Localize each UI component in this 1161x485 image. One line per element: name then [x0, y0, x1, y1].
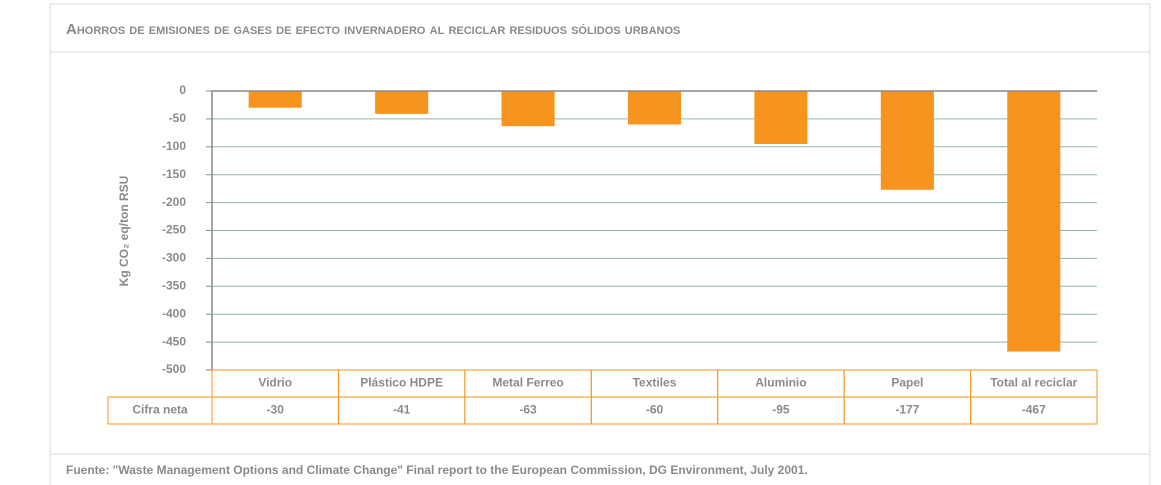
bar [754, 91, 808, 145]
bar [880, 91, 934, 190]
chart-title: Ahorros de emisiones de gases de efecto … [66, 21, 680, 38]
x-tick-label: Aluminio [755, 376, 806, 390]
y-tick-label: -150 [162, 167, 186, 181]
x-tick-label: Vidrio [258, 376, 292, 390]
bar [501, 91, 555, 127]
table-value: -177 [895, 403, 919, 417]
table-value: -41 [393, 403, 411, 417]
table-value: -63 [519, 403, 537, 417]
table-value: -30 [267, 403, 285, 417]
y-tick-label: -250 [162, 223, 186, 237]
bar [1007, 91, 1061, 352]
x-tick-label: Total al reciclar [990, 376, 1077, 390]
x-tick-label: Plástico HDPE [360, 376, 443, 390]
y-tick-label: -100 [162, 139, 186, 153]
y-tick-label: -400 [162, 306, 186, 320]
y-tick-label: -450 [162, 334, 186, 348]
y-tick-label: -200 [162, 195, 186, 209]
y-tick-label: 0 [179, 83, 186, 97]
source: Fuente: "Waste Management Options and Cl… [66, 463, 808, 477]
frame [49, 3, 1151, 485]
y-tick-label: -500 [162, 362, 186, 376]
value-cell [970, 396, 1098, 425]
x-tick-label: Textiles [633, 376, 677, 390]
y-tick-label: -50 [169, 111, 187, 125]
y-tick-label: -350 [162, 278, 186, 292]
table-value: -95 [772, 403, 790, 417]
y-tick-label: -300 [162, 251, 186, 265]
bar [627, 91, 682, 125]
table-value: -467 [1022, 403, 1046, 417]
y-axis-label: Kg CO₂ eq/ton RSU [117, 176, 131, 287]
x-tick-label: Metal Ferreo [492, 376, 563, 390]
bar [248, 91, 302, 108]
bar [375, 91, 429, 114]
row-label: Cifra neta [132, 403, 188, 417]
table-value: -60 [646, 403, 664, 417]
x-tick-label: Papel [891, 376, 923, 390]
